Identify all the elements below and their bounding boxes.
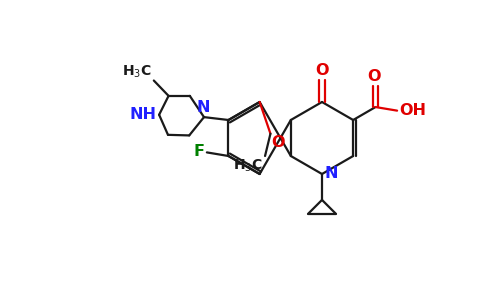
- Text: F: F: [194, 144, 205, 159]
- Text: N: N: [325, 166, 338, 181]
- Text: N: N: [196, 100, 210, 115]
- Text: O: O: [272, 135, 285, 150]
- Text: NH: NH: [129, 107, 156, 122]
- Text: O: O: [315, 63, 329, 78]
- Text: OH: OH: [399, 103, 426, 118]
- Text: O: O: [368, 69, 381, 84]
- Text: H$_3$C: H$_3$C: [122, 63, 152, 80]
- Text: H$_3$C: H$_3$C: [233, 158, 263, 174]
